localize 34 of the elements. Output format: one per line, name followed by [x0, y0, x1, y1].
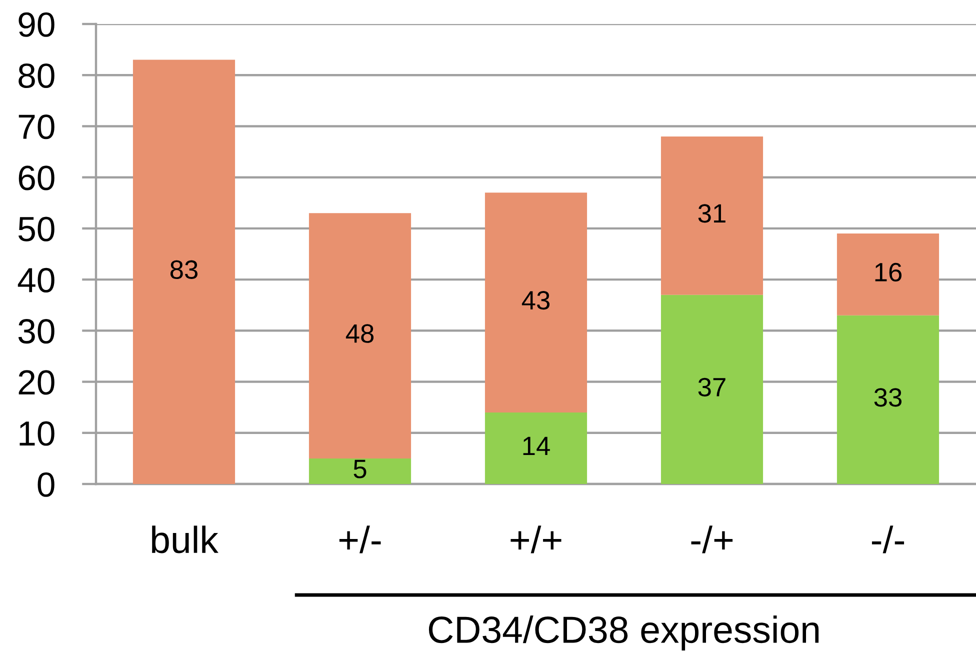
y-tick-label: 30 [18, 319, 54, 344]
bar [836, 315, 940, 484]
bar [484, 192, 588, 412]
y-tick-label: 50 [18, 216, 54, 242]
bar [836, 234, 940, 316]
bar [132, 60, 236, 484]
data-label: 16 [875, 262, 902, 282]
data-label: 83 [170, 260, 198, 279]
bar [660, 136, 764, 295]
x-tick-label: +/+ [510, 526, 562, 554]
y-tick-label: 80 [18, 63, 54, 88]
data-label: 37 [698, 378, 726, 397]
y-tick-label: 0 [38, 472, 54, 497]
bar [308, 458, 412, 484]
y-tick-label: 20 [18, 370, 54, 395]
x-tick-label: bulk [152, 526, 218, 554]
data-label: 43 [522, 290, 550, 310]
x-tick-label: -/+ [691, 526, 733, 554]
data-label: 31 [698, 204, 726, 223]
y-tick-label: 60 [18, 166, 54, 190]
bar [308, 213, 412, 458]
bar [660, 294, 764, 484]
data-label: 48 [346, 324, 374, 343]
y-tick-label: 70 [18, 114, 54, 140]
y-tick-label: 90 [18, 12, 54, 37]
x-tick-label: +/- [339, 526, 381, 554]
y-tick-label: 40 [18, 268, 54, 292]
data-label: 5 [354, 460, 366, 478]
bar [484, 412, 588, 484]
x-tick-label: -/- [872, 526, 904, 554]
y-tick-label: 10 [20, 421, 54, 446]
data-label: 33 [874, 388, 902, 407]
x-axis-title: CD34/CD38 expression [428, 616, 819, 650]
data-label: 14 [523, 436, 550, 456]
